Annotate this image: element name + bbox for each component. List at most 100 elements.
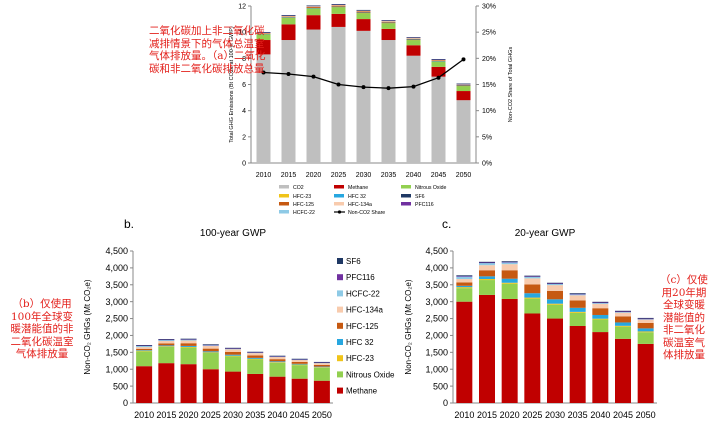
bar-segment-methane-2025	[524, 313, 541, 403]
y-axis-label: Non-CO₂ GHGs (Mt CO₂e)	[404, 279, 413, 374]
bar-segment-hfc-134a-2045	[615, 312, 631, 317]
legend-swatch-hfc-23	[279, 194, 289, 198]
bar-segment-hfc-125-2050	[313, 364, 330, 367]
legend-swatch-nitrous-oxide	[337, 371, 343, 378]
bar-segment-hfc-134a-2015	[479, 265, 495, 271]
bar-segment-methane-2020	[306, 15, 321, 30]
bar-segment-hfc-134a-2040	[406, 37, 421, 39]
x-tick-label: 2050	[312, 410, 332, 420]
bar-segment-nitrous-oxide-2025	[202, 353, 219, 370]
bar-segment-nitrous-oxide-2040	[592, 319, 609, 333]
bar-segment-hfc-134a-2030	[547, 285, 563, 291]
legend-swatch-hfc-32	[334, 194, 344, 198]
legend-swatch-hfc-134a	[334, 202, 344, 206]
bar-segment-hfc-23-2030	[356, 12, 371, 14]
bar-segment-sf6-2035	[381, 20, 396, 21]
legend-label-hcfc-22: HCFC-22	[346, 289, 380, 298]
bar-segment-sf6-2025	[524, 275, 541, 277]
y-tick-label: 2	[242, 134, 246, 141]
annotation-a: 二氧化碳加上非二氧化碳减排情景下的气体总温室气体排放量。（a）二氧化碳和非二氧化…	[149, 25, 266, 75]
bar-segment-methane-2015	[281, 24, 296, 41]
legend-label-hfc-23: HFC-23	[346, 354, 375, 363]
bar-segment-methane-2040	[592, 332, 609, 403]
bar-segment-hfc-32-2035	[381, 22, 396, 24]
bar-segment-hfc-134a-2040	[592, 303, 609, 309]
bar-segment-nitrous-oxide-2020	[180, 347, 197, 365]
bar-segment-hfc-23-2020	[306, 8, 321, 9]
bar-segment-sf6-2040	[592, 301, 609, 303]
x-tick-label: 2010	[256, 172, 272, 179]
bar-segment-hfc-125-2010	[256, 33, 271, 34]
bar-segment-methane-2035	[569, 325, 586, 403]
bar-segment-hfc-32-2015	[479, 276, 495, 280]
y2-tick-label: 0%	[482, 160, 492, 167]
bar-segment-hfc-32-2050	[456, 85, 471, 87]
y-tick-label: 8	[242, 56, 246, 63]
y-tick-label: 2,000	[425, 331, 448, 341]
panel-label: b.	[124, 217, 134, 231]
bar-segment-hfc-134a-2050	[456, 84, 471, 85]
bar-segment-hfc-134a-2035	[247, 353, 264, 356]
y2-tick-label: 30%	[482, 3, 496, 10]
legend-label-hfc-32: HFC 32	[346, 338, 374, 347]
bar-segment-nitrous-oxide-2045	[431, 61, 446, 67]
non-co2-share-point-2010	[261, 70, 266, 75]
legend-swatch-hfc-125	[279, 202, 289, 206]
x-tick-label: 2015	[477, 410, 497, 420]
y-tick-label: 4,500	[105, 246, 128, 256]
y-tick-label: 4,000	[105, 263, 128, 273]
bar-segment-hfc-32-2050	[313, 366, 330, 368]
x-tick-label: 2010	[454, 410, 474, 420]
y-tick-label: 1,500	[425, 347, 448, 357]
legend-label-non-co2-share: Non-CO2 Share	[348, 210, 385, 216]
y2-tick-label: 25%	[482, 30, 496, 37]
y-tick-label: 6	[242, 82, 246, 89]
bar-segment-hfc-134a-2050	[637, 319, 654, 323]
annotation-c: （c）仅使用20年期全球变暖潜能值的非二氧化碳温室气体排放量	[660, 274, 708, 361]
y-tick-label: 0	[123, 398, 128, 408]
bar-segment-hfc-32-2020	[180, 345, 197, 347]
x-tick-label: 2040	[406, 172, 422, 179]
bar-segment-hfc-134a-2045	[291, 359, 308, 362]
x-tick-label: 2035	[568, 410, 588, 420]
legend-label-hfc-134a: HFC-134a	[346, 306, 383, 315]
x-tick-label: 2045	[431, 172, 447, 179]
bar-segment-hfc-32-2030	[356, 12, 371, 14]
bar-segment-nitrous-oxide-2010	[456, 288, 473, 302]
bar-segment-methane-2010	[136, 366, 153, 403]
bar-segment-methane-2020	[501, 298, 518, 403]
bar-segment-nitrous-oxide-2035	[381, 23, 396, 29]
bar-segment-hcfc-22-2030	[225, 348, 241, 350]
bar-segment-hfc-125-2020	[180, 343, 197, 346]
x-tick-label: 2020	[306, 172, 322, 179]
bar-segment-hfc-23-2020	[501, 282, 518, 284]
bar-segment-pfc116-2040	[592, 302, 609, 304]
bar-segment-sf6-2015	[479, 261, 495, 263]
bar-segment-hfc-134a-2020	[306, 6, 321, 8]
bar-segment-pfc116-2015	[479, 262, 495, 264]
bar-segment-methane-2020	[180, 364, 197, 403]
bar-segment-pfc116-2020	[501, 261, 518, 263]
chart-a-total-ghg: 0 2 4 6 8 10 12 2010 2015 2020 2025 2030 2035 2040 204…	[229, 3, 514, 216]
panel-label: c.	[442, 217, 451, 231]
x-tick-label: 2035	[381, 172, 397, 179]
bar-segment-hcfc-22-2020	[501, 262, 518, 265]
bar-segment-hfc-134a-2020	[501, 264, 518, 271]
bar-segment-hfc-134a-2025	[202, 345, 219, 349]
legend-label-hfc-23: HFC-23	[293, 194, 311, 200]
bar-segment-hcfc-22-2015	[158, 339, 175, 342]
bar-segment-sf6-2045	[291, 358, 308, 360]
y-axis-label: Total GHG Emissions (Bt CO2e at 100-yr G…	[229, 26, 235, 143]
bar-segment-hfc-32-2020	[306, 7, 321, 9]
bar-segment-hfc-32-2010	[136, 350, 153, 351]
x-tick-label: 2040	[267, 410, 287, 420]
bar-segment-hfc-23-2035	[381, 23, 396, 24]
bar-segment-hcfc-22-2040	[269, 356, 286, 358]
legend-swatch-pfc116	[337, 274, 343, 281]
bar-segment-hcfc-22-2045	[291, 359, 308, 361]
bar-segment-hfc-125-2015	[158, 343, 175, 346]
x-tick-label: 2045	[290, 410, 310, 420]
legend-label-hcfc-22: HCFC-22	[293, 210, 315, 216]
legend-swatch-methane	[334, 185, 344, 189]
bar-segment-hfc-23-2010	[456, 287, 473, 289]
